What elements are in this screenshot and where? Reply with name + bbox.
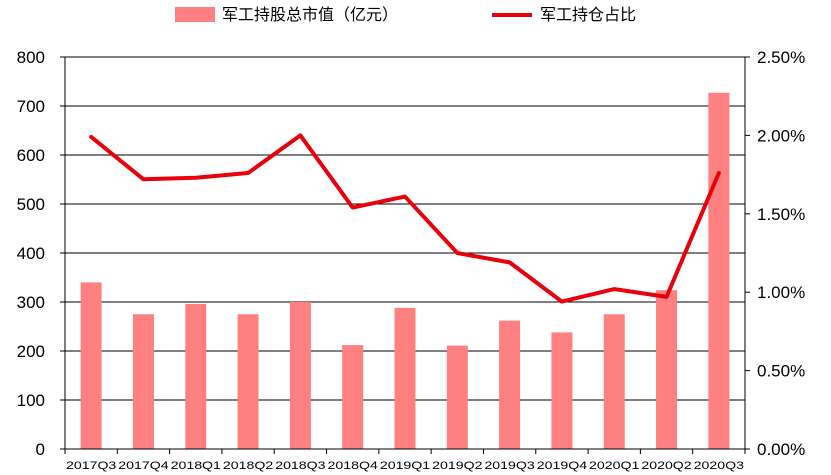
- right-tick-label: 1.00%: [757, 283, 805, 302]
- right-tick-label: 2.50%: [757, 48, 805, 67]
- bar-2018Q1: [185, 303, 207, 449]
- x-tick-label: 2017Q4: [118, 460, 168, 472]
- x-tick-label: 2018Q3: [275, 460, 325, 472]
- line-point-2019Q3: [508, 260, 512, 264]
- line-series: [89, 133, 721, 304]
- bar-2019Q4: [551, 332, 573, 449]
- line-point-2018Q1: [194, 176, 198, 180]
- x-tick-label: 2019Q1: [380, 460, 430, 472]
- bar-2017Q4: [132, 314, 154, 449]
- x-tick-label: 2020Q3: [694, 460, 744, 472]
- bar-2018Q4: [342, 345, 364, 449]
- bar-2019Q3: [499, 320, 521, 449]
- legend-line-label: 军工持仓占比: [540, 5, 636, 24]
- right-tick-label: 1.50%: [757, 205, 805, 224]
- bar-2018Q3: [289, 302, 311, 449]
- right-y-axis-ticks: 0.00% 0.50% 1.00% 1.50% 2.00% 2.50%: [757, 48, 805, 459]
- line-point-2019Q4: [560, 300, 564, 304]
- left-tick-label: 0: [36, 440, 45, 459]
- bar-2020Q2: [656, 290, 678, 449]
- right-tick-label: 2.00%: [757, 126, 805, 145]
- left-tick-label: 600: [17, 146, 45, 165]
- x-tick-label: 2020Q2: [641, 460, 691, 472]
- left-tick-label: 700: [17, 97, 45, 116]
- left-tick-label: 200: [17, 342, 45, 361]
- line-point-2020Q2: [665, 295, 669, 299]
- line-point-2017Q4: [141, 177, 145, 181]
- line-point-2020Q3: [717, 171, 721, 175]
- line-point-2019Q2: [455, 251, 459, 255]
- left-tick-label: 500: [17, 195, 45, 214]
- bar-2019Q1: [394, 307, 416, 449]
- left-tick-label: 400: [17, 244, 45, 263]
- legend-bar-swatch: [175, 7, 215, 22]
- right-tick-label: 0.00%: [757, 440, 805, 459]
- line-point-2019Q1: [403, 195, 407, 199]
- left-tick-label: 100: [17, 391, 45, 410]
- bar-series: [80, 92, 730, 450]
- left-y-axis-ticks: 0 100 200 300 400 500 600 700 800: [17, 48, 45, 459]
- bar-2017Q3: [80, 282, 102, 449]
- bar-2018Q2: [237, 314, 259, 449]
- x-axis-ticks: 2017Q3 2017Q4 2018Q1 2018Q2 2018Q3 2018Q4 2019…: [66, 460, 744, 472]
- right-tick-label: 0.50%: [757, 362, 805, 381]
- x-tick-label: 2018Q1: [171, 460, 221, 472]
- line-point-2017Q3: [89, 135, 93, 139]
- left-tick-label: 800: [17, 48, 45, 67]
- x-tick-label: 2019Q3: [484, 460, 534, 472]
- x-tick-label: 2018Q4: [328, 460, 378, 472]
- axes: [60, 56, 750, 454]
- bar-2020Q1: [603, 314, 625, 449]
- x-tick-label: 2019Q4: [537, 460, 587, 472]
- line-point-2018Q4: [351, 206, 355, 210]
- line-point-2020Q1: [612, 287, 616, 291]
- legend-bar-label: 军工持股总市值（亿元）: [222, 5, 398, 24]
- x-tick-label: 2020Q1: [589, 460, 639, 472]
- bar-2019Q2: [446, 345, 468, 449]
- x-tick-label: 2019Q2: [432, 460, 482, 472]
- line-point-2018Q3: [298, 133, 302, 137]
- bar-2020Q3: [708, 92, 730, 450]
- x-tick-label: 2017Q3: [66, 460, 116, 472]
- left-tick-label: 300: [17, 293, 45, 312]
- gridlines: [65, 56, 745, 401]
- legend: 军工持股总市值（亿元） 军工持仓占比: [175, 5, 636, 24]
- line-path: [89, 133, 721, 304]
- x-tick-label: 2018Q2: [223, 460, 273, 472]
- line-point-2018Q2: [246, 171, 250, 175]
